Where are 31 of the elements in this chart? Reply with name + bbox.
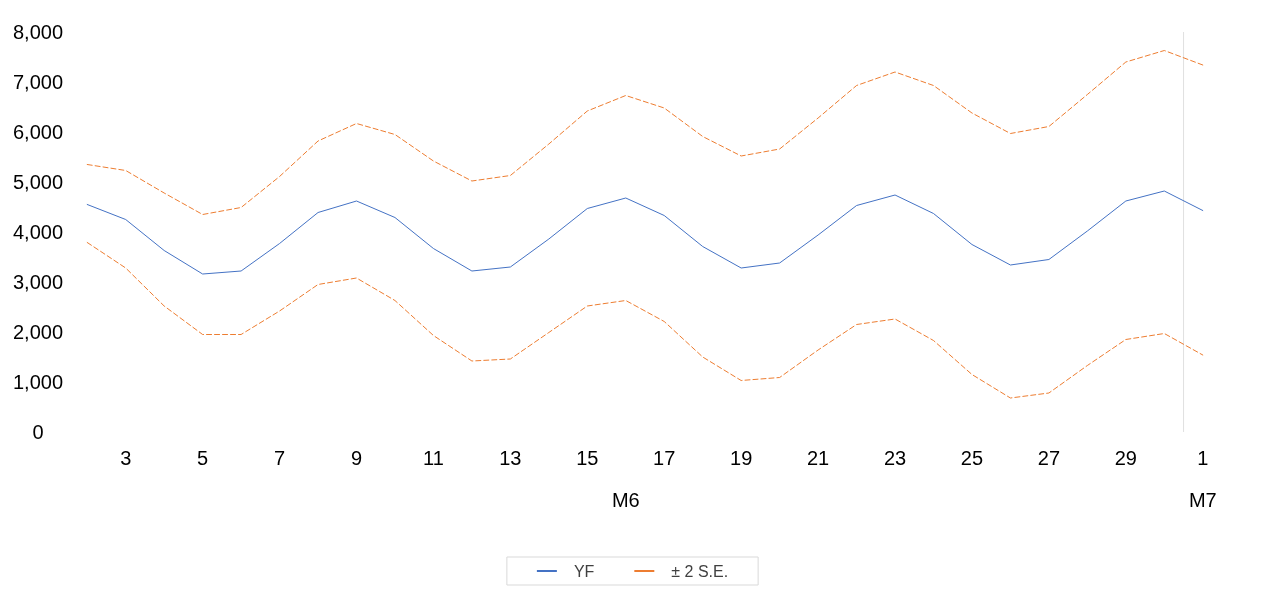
x-tick-label: 11: [423, 447, 444, 469]
line-series: [86, 50, 1204, 215]
y-tick-label: 4,000: [12, 221, 64, 243]
x-tick-label: 1: [1197, 447, 1209, 469]
x-tick-label: 3: [120, 447, 132, 469]
x-tick-label: 29: [1114, 447, 1137, 469]
x-tick-label: 7: [274, 447, 286, 469]
line-series: [86, 190, 1204, 275]
x-tick-label: 19: [730, 447, 753, 469]
y-tick-label: 3,000: [12, 271, 64, 293]
y-tick-label: 5,000: [12, 171, 64, 193]
legend-label: YF: [573, 562, 595, 580]
text: M7: [1188, 489, 1217, 511]
line-series: [86, 242, 1204, 399]
x-tick-label: 25: [960, 447, 984, 469]
y-tick-label: 7,000: [12, 71, 64, 93]
x-tick-label: 13: [499, 447, 522, 469]
y-tick-label: 1,000: [12, 371, 64, 393]
y-tick-label: 6,000: [12, 121, 64, 143]
y-tick-label: 8,000: [12, 21, 64, 43]
x-tick-label: 21: [806, 447, 830, 469]
x-tick-label: 5: [197, 447, 209, 469]
y-tick-label: 2,000: [12, 321, 64, 343]
x-tick-label: 27: [1037, 447, 1061, 469]
y-tick-label: 0: [32, 421, 44, 443]
x-tick-label: 23: [883, 447, 907, 469]
text: M6: [611, 489, 640, 511]
legend-label: ± 2 S.E.: [671, 562, 729, 580]
x-tick-label: 17: [653, 447, 676, 469]
x-tick-label: 15: [576, 447, 599, 469]
x-tick-label: 9: [350, 447, 363, 469]
